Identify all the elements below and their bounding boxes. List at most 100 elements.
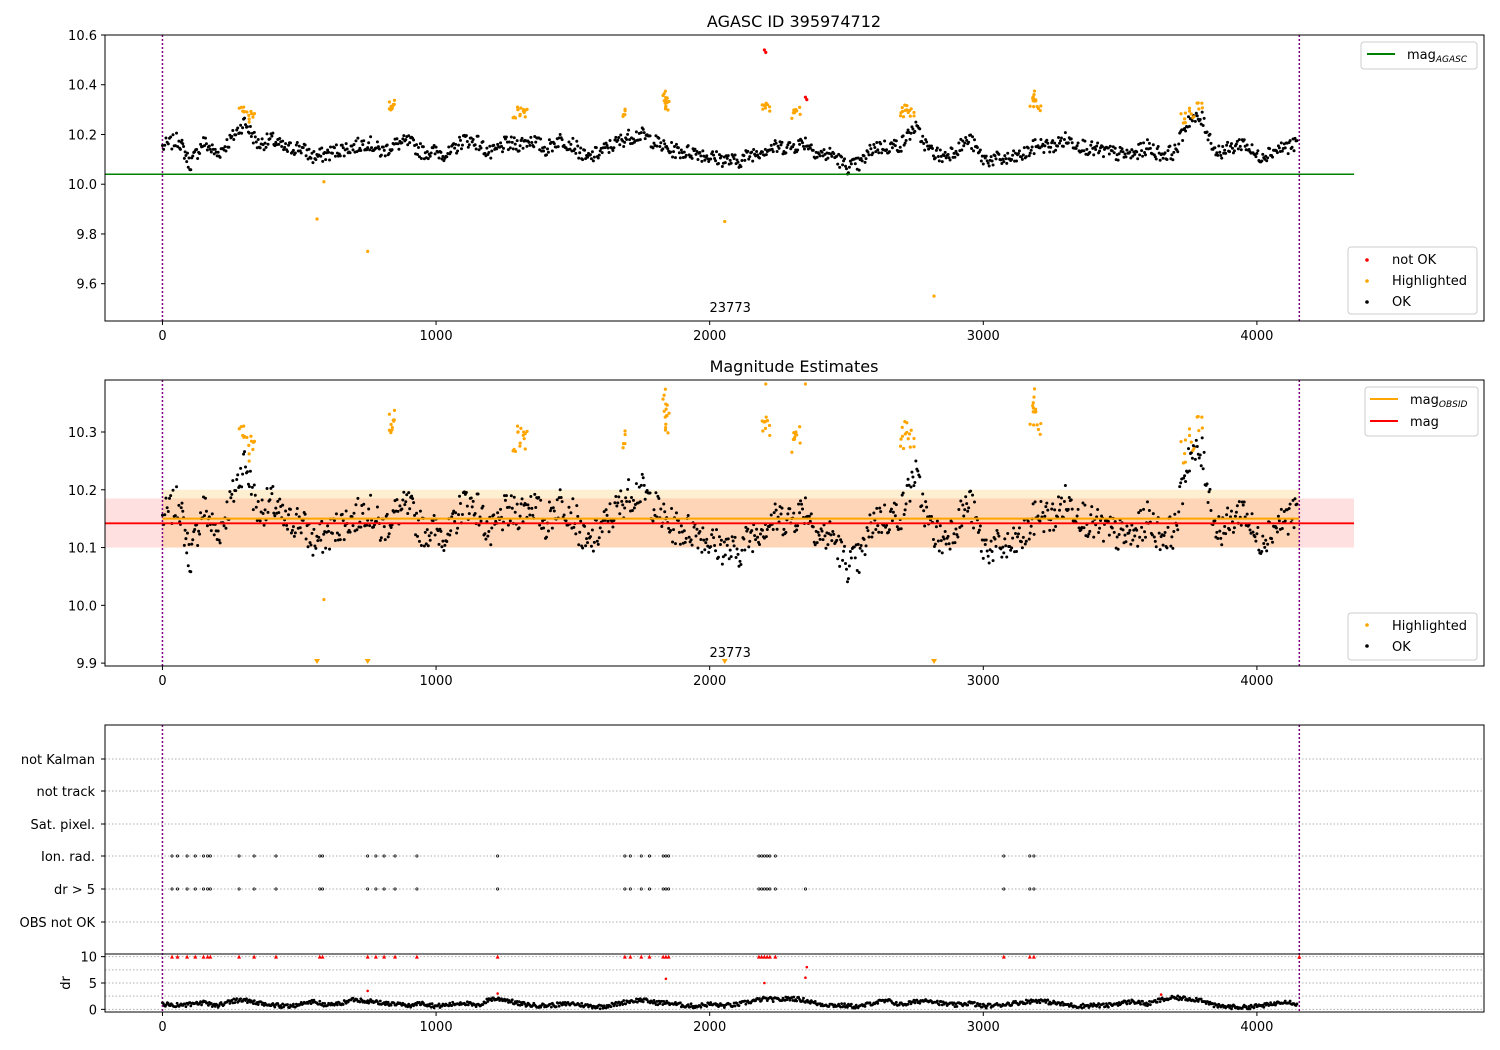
ok-point (943, 529, 947, 533)
ok-point (862, 154, 866, 158)
ok-point (983, 542, 987, 546)
ok-point (891, 510, 895, 514)
ok-point (1003, 537, 1007, 541)
ok-point (247, 485, 251, 489)
ok-point (1032, 152, 1036, 156)
highlighted-point (242, 105, 246, 109)
ok-point (1089, 143, 1093, 147)
ok-point (944, 156, 948, 160)
ok-point (946, 534, 950, 538)
dr-point (622, 999, 626, 1002)
ok-point (1015, 159, 1019, 163)
below-range-marker (931, 659, 938, 664)
ok-point (836, 162, 840, 166)
ok-point (208, 147, 212, 151)
dr-point (252, 999, 256, 1003)
highlighted-point (523, 447, 527, 451)
ok-point (362, 139, 366, 143)
ok-point (690, 543, 694, 547)
ok-point (492, 143, 496, 147)
ok-point (602, 510, 606, 514)
ok-point (476, 492, 480, 496)
highlighted-point (392, 98, 397, 102)
ok-point (1002, 160, 1006, 164)
flag-point (765, 887, 769, 891)
ok-point (562, 513, 566, 517)
ok-point (1168, 144, 1172, 148)
highlighted-point (664, 95, 668, 100)
ok-point (642, 483, 646, 487)
ok-point (184, 537, 188, 541)
ok-point (411, 497, 415, 501)
ok-point (1089, 513, 1093, 517)
ok-point (350, 515, 354, 519)
ok-point (936, 539, 940, 543)
ok-point (196, 543, 200, 547)
ok-point (835, 154, 839, 158)
ok-point (802, 147, 806, 151)
ok-point (1142, 141, 1146, 145)
highlighted-point (795, 433, 799, 437)
ok-point (840, 155, 844, 159)
highlighted-point (621, 442, 626, 446)
not-ok-point (803, 95, 808, 99)
ok-point (288, 507, 292, 511)
ok-point (821, 538, 825, 542)
ok-point (1000, 161, 1004, 165)
ok-point (944, 542, 948, 546)
dr-point (660, 999, 664, 1003)
dr-clipped-marker (1001, 954, 1006, 959)
ok-point (506, 523, 510, 527)
ok-point (1017, 526, 1021, 530)
ok-point (310, 531, 314, 535)
legend-label: OK (1392, 640, 1411, 655)
ok-point (1059, 496, 1063, 500)
highlighted-point (767, 105, 772, 109)
legend-lower: not OK Highlighted OK (1347, 246, 1478, 315)
ok-point (889, 507, 893, 511)
ok-point (190, 542, 194, 546)
ok-point (597, 536, 601, 540)
ok-point (560, 138, 564, 142)
highlighted-point (1200, 415, 1204, 419)
ok-point (317, 535, 321, 539)
dr-point (1127, 999, 1131, 1003)
ok-point (248, 469, 252, 473)
ok-point (857, 168, 861, 172)
flag-point (1028, 887, 1032, 891)
dr-point (474, 1005, 478, 1009)
dr-point (652, 999, 656, 1002)
ok-point (262, 523, 266, 527)
ok-point (1011, 153, 1015, 157)
ok-point (1110, 526, 1114, 530)
ok-point (1135, 150, 1139, 154)
dr-point (200, 1003, 203, 1007)
highlighted-point (798, 105, 802, 109)
ok-point (361, 143, 365, 147)
ok-point (673, 156, 677, 160)
flag-point (321, 887, 325, 891)
ok-point (957, 141, 961, 145)
ok-point (577, 156, 581, 160)
ok-point (277, 511, 281, 515)
highlighted-point (1032, 387, 1037, 391)
ok-point (1121, 528, 1125, 532)
dr-point (1028, 1001, 1032, 1005)
x-tick-label: 4000 (1240, 329, 1273, 344)
ok-point (419, 156, 423, 160)
ok-point (623, 506, 627, 510)
ok-point (1101, 145, 1105, 149)
ok-point (925, 140, 929, 144)
ok-point (369, 493, 373, 497)
dr-clipped-marker (1027, 954, 1032, 959)
ok-point (1176, 528, 1180, 532)
ok-point (1024, 539, 1028, 543)
ok-point (930, 515, 934, 519)
ok-point (198, 152, 202, 156)
ok-point (1147, 141, 1151, 145)
ok-point (1098, 526, 1102, 530)
ok-point (351, 524, 355, 528)
ok-point (632, 506, 636, 510)
flag-row-label: not track (36, 785, 95, 800)
ok-point (165, 506, 169, 510)
